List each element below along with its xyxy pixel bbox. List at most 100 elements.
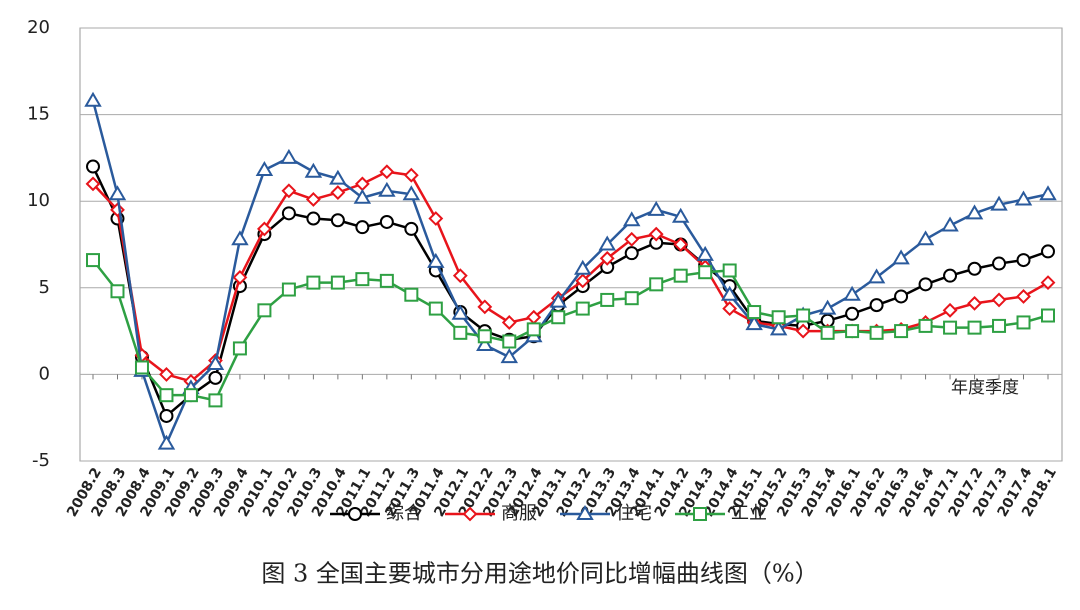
marker (549, 292, 567, 308)
marker (451, 304, 470, 320)
legend-marker (348, 507, 362, 521)
marker (206, 355, 225, 371)
y-tick-label: 20 (27, 17, 50, 38)
marker (747, 305, 762, 320)
marker (648, 226, 664, 242)
marker (255, 161, 274, 177)
legend-marker (576, 505, 594, 520)
marker (869, 325, 884, 340)
legend-marker (693, 507, 707, 521)
marker (280, 148, 298, 164)
marker (110, 284, 125, 299)
marker (379, 164, 395, 180)
legend-label: 综合 (386, 503, 422, 524)
marker (159, 408, 174, 423)
marker (500, 348, 519, 364)
marker (208, 393, 223, 408)
marker (771, 310, 786, 325)
y-tick-label: 0 (39, 363, 50, 384)
marker (329, 169, 347, 185)
marker (427, 252, 445, 268)
marker (967, 261, 982, 276)
marker (306, 275, 321, 290)
marker (134, 360, 149, 375)
marker (157, 434, 176, 450)
marker (452, 268, 468, 284)
marker (85, 176, 101, 192)
marker (108, 185, 127, 201)
marker (624, 246, 639, 261)
marker (281, 183, 297, 199)
y-tick-label: -5 (32, 450, 50, 471)
marker (355, 272, 370, 287)
marker (892, 249, 910, 265)
marker (598, 235, 616, 251)
marker (1016, 253, 1031, 268)
marker (232, 269, 248, 285)
marker (818, 299, 837, 315)
marker (281, 206, 296, 221)
marker (428, 211, 444, 226)
marker (183, 388, 198, 403)
marker (231, 230, 249, 246)
marker (796, 308, 811, 323)
marker (941, 216, 959, 232)
marker (575, 273, 591, 289)
marker (1041, 308, 1055, 323)
marker (1014, 190, 1033, 206)
marker (916, 230, 935, 246)
marker (894, 324, 909, 339)
marker (820, 325, 835, 340)
marker (673, 237, 689, 252)
marker (967, 295, 982, 311)
marker (696, 245, 714, 261)
marker (379, 273, 394, 288)
legend-label: 工业 (731, 503, 767, 524)
series-line (91, 100, 1049, 445)
marker (649, 277, 664, 292)
marker (86, 159, 100, 174)
marker (965, 204, 984, 220)
marker (86, 253, 100, 268)
marker (305, 192, 321, 207)
marker (526, 322, 541, 337)
marker (599, 250, 615, 266)
series-line (92, 170, 1049, 383)
marker (502, 334, 517, 349)
legend-label: 商服 (501, 503, 537, 524)
marker (869, 298, 884, 313)
marker (453, 325, 468, 340)
marker (1039, 185, 1057, 201)
marker (476, 335, 494, 351)
marker (720, 285, 739, 301)
marker (379, 214, 394, 229)
marker (353, 188, 372, 204)
marker (722, 263, 737, 278)
marker (673, 268, 688, 283)
marker (159, 366, 174, 382)
marker (256, 221, 272, 237)
marker (232, 341, 247, 356)
marker (942, 302, 958, 318)
marker (477, 329, 492, 344)
marker (795, 323, 811, 339)
marker (84, 91, 102, 107)
marker (306, 211, 321, 226)
marker (1040, 275, 1056, 291)
marker (624, 291, 639, 306)
y-tick-label: 10 (27, 190, 50, 211)
marker (894, 289, 909, 304)
marker (647, 200, 665, 216)
y-tick-label: 15 (27, 104, 50, 125)
marker (918, 277, 933, 292)
marker (918, 318, 933, 333)
marker (967, 320, 982, 335)
marker (671, 207, 690, 223)
marker (159, 388, 174, 403)
series-line (91, 166, 1049, 418)
marker (257, 303, 272, 318)
marker (281, 282, 296, 297)
marker (330, 213, 345, 228)
marker (551, 310, 566, 325)
